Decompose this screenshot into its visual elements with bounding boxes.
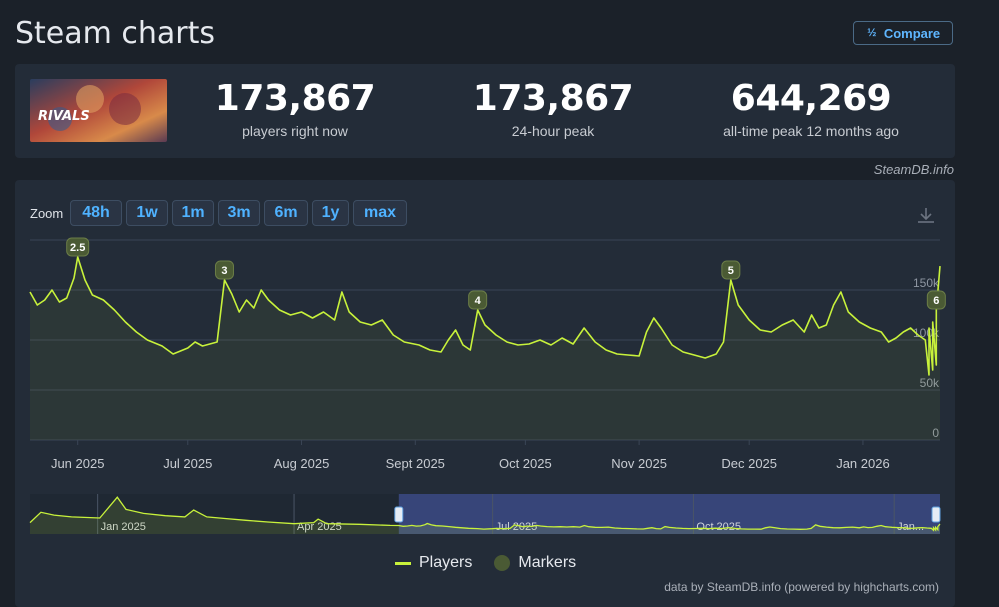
navigator-series-area	[30, 497, 940, 534]
steamdb-credit[interactable]: SteamDB.info	[873, 162, 954, 177]
compare-label: Compare	[883, 25, 941, 41]
legend: Players Markers	[395, 554, 576, 572]
marker-label: 3	[221, 265, 227, 277]
navigator-handle-right[interactable]	[931, 506, 941, 523]
marker-badge	[721, 260, 741, 280]
navigator[interactable]: Jan 2025 Apr 2025 Jul 2025 Oct 2025 Jan...	[29, 494, 941, 534]
marker-badge	[66, 237, 90, 257]
zoom-1m-button[interactable]: 1m	[172, 200, 214, 226]
y-tick-label: 150k	[913, 276, 940, 290]
marker-flag[interactable]: 3	[214, 260, 234, 280]
legend-item-markers[interactable]: Markers	[494, 554, 576, 572]
marker-flag[interactable]: 6	[926, 290, 946, 310]
compare-button[interactable]: ½ Compare	[853, 21, 953, 45]
legend-dot-swatch	[494, 555, 511, 571]
page-title: Steam charts	[15, 16, 216, 51]
navigator-tick-label: Jul 2025	[496, 521, 538, 533]
stat-label: players right now	[242, 123, 348, 139]
players-series-line[interactable]	[29, 256, 941, 376]
x-tick-label: Nov 2025	[611, 456, 667, 471]
zoom-6m-button[interactable]: 6m	[264, 200, 308, 226]
y-tick-label: 0	[932, 426, 939, 440]
legend-item-players[interactable]: Players	[395, 554, 472, 572]
zoom-1w-button[interactable]: 1w	[126, 200, 168, 226]
stat-value: 173,867	[472, 78, 634, 119]
game-cover-art: RIVALS	[30, 79, 167, 142]
players-series-area	[30, 257, 940, 440]
zoom-3m-button[interactable]: 3m	[218, 200, 260, 226]
fraction-icon: ½	[867, 26, 877, 39]
x-tick-label: Dec 2025	[721, 456, 777, 471]
y-tick-label: 50k	[920, 376, 940, 390]
download-icon[interactable]	[916, 206, 936, 226]
cover-logo-text: RIVALS	[38, 109, 90, 124]
stat-players-now: 173,867 players right now	[180, 78, 410, 139]
x-tick-label: Jan 2026	[836, 456, 890, 471]
zoom-1y-button[interactable]: 1y	[312, 200, 349, 226]
powered-by-credit[interactable]: data by SteamDB.info (powered by highcha…	[664, 580, 939, 594]
marker-label: 2.5	[70, 242, 85, 254]
navigator-series-line	[29, 496, 941, 532]
zoom-label: Zoom	[30, 206, 64, 221]
game-cover-image[interactable]: RIVALS	[30, 79, 167, 142]
navigator-tick-label: Oct 2025	[696, 521, 741, 533]
navigator-tick-label: Jan...	[897, 521, 924, 533]
legend-line-swatch	[395, 561, 411, 565]
navigator-handle-left[interactable]	[394, 506, 404, 523]
x-tick-label: Jul 2025	[163, 456, 212, 471]
marker-label: 6	[933, 295, 939, 307]
marker-badge	[468, 290, 488, 310]
marker-badge	[214, 260, 234, 280]
marker-flag[interactable]: 5	[721, 260, 741, 280]
stat-label: 24-hour peak	[511, 123, 595, 139]
x-tick-label: Jun 2025	[51, 456, 105, 471]
x-tick-label: Oct 2025	[499, 456, 552, 471]
stat-24h-peak: 173,867 24-hour peak	[438, 78, 668, 139]
marker-flag[interactable]: 4	[468, 290, 488, 310]
marker-flag[interactable]: 2.5	[66, 237, 90, 257]
marker-label: 5	[728, 265, 734, 277]
zoom-max-button[interactable]: max	[353, 200, 407, 226]
stats-panel: RIVALS 173,867 players right now 173,867…	[15, 64, 955, 158]
stat-label: all-time peak 12 months ago	[723, 123, 899, 139]
marker-badge	[926, 290, 946, 310]
zoom-48h-button[interactable]: 48h	[70, 200, 122, 226]
handle-grip	[931, 506, 941, 523]
handle-grip	[394, 506, 404, 523]
stat-value: 644,269	[730, 78, 892, 119]
navigator-tick-label: Jan 2025	[101, 521, 146, 533]
marker-label: 4	[475, 295, 482, 307]
legend-markers-label: Markers	[518, 554, 577, 571]
chart-panel	[15, 180, 955, 607]
x-tick-label: Aug 2025	[274, 456, 330, 471]
stat-value: 173,867	[214, 78, 376, 119]
stat-all-time-peak: 644,269 all-time peak 12 months ago	[696, 78, 926, 139]
legend-players-label: Players	[419, 554, 473, 571]
x-tick-label: Sept 2025	[386, 456, 445, 471]
